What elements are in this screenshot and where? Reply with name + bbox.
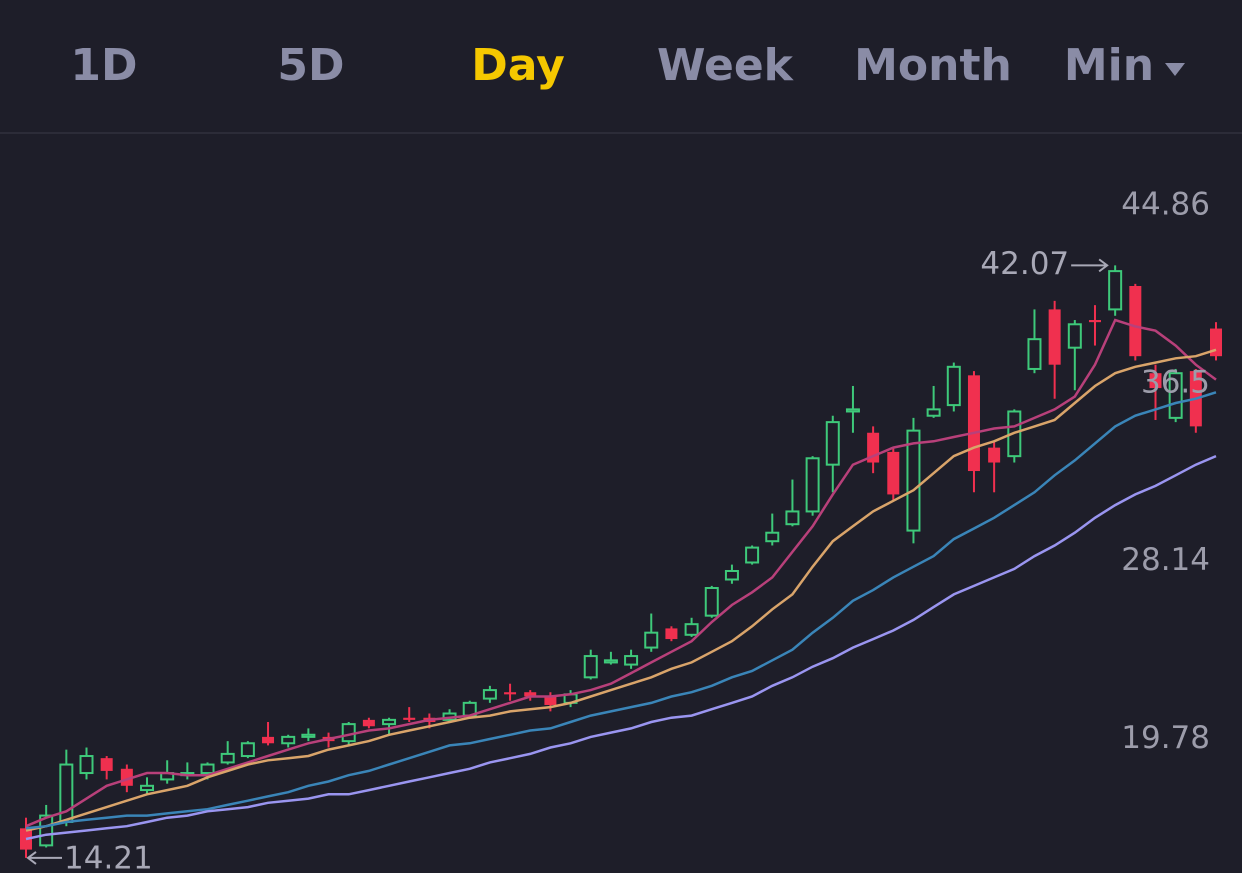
tab[interactable]: Month: [854, 40, 1012, 91]
candle-body: [644, 631, 659, 649]
y-tick-label: 44.86: [1121, 187, 1210, 223]
candle-body: [1149, 373, 1162, 389]
plot-area: 44.86 36.5 28.14 19.78 42.07 14.21: [20, 187, 1222, 873]
candle-body: [140, 784, 155, 792]
ma-line: [25, 454, 1217, 841]
candle-body: [524, 692, 537, 697]
y-tick-label: 28.14: [1121, 542, 1210, 578]
candle-body: [906, 429, 921, 532]
candle-body: [403, 717, 416, 720]
candle-body: [220, 752, 235, 764]
candle-body: [665, 628, 678, 640]
candle-body: [1168, 372, 1183, 419]
candle-body: [724, 569, 739, 581]
candle-body: [745, 546, 760, 564]
candle-body: [845, 408, 860, 413]
low-arrow: [26, 851, 62, 865]
candle-body: [39, 814, 54, 847]
candle-body: [262, 736, 275, 744]
tab[interactable]: 5D: [277, 40, 344, 91]
candle-body: [382, 718, 397, 726]
tab[interactable]: Day: [471, 40, 565, 91]
candle-body: [100, 758, 113, 771]
tab-bar: 1D 5D Day Week Month Min: [70, 40, 1185, 91]
candle-body: [1048, 309, 1061, 365]
candle-body: [603, 659, 618, 664]
tab[interactable]: Min: [1064, 40, 1154, 91]
candle-body: [765, 531, 780, 543]
dropdown-caret: [1165, 63, 1185, 76]
candle-body: [200, 763, 215, 775]
candle-body: [281, 735, 296, 745]
candle-body: [301, 733, 316, 738]
candle-body: [544, 696, 557, 705]
candle-body: [785, 510, 800, 526]
candle-body: [704, 587, 719, 617]
high-label: 42.07: [980, 246, 1069, 282]
tab[interactable]: Week: [657, 40, 795, 91]
candle-body: [946, 365, 961, 407]
candle-body: [482, 689, 497, 700]
candle-body: [1027, 338, 1042, 370]
candle-body: [1007, 410, 1022, 458]
candle-body: [504, 692, 517, 695]
ma-line: [25, 318, 1217, 828]
candle-body: [362, 719, 375, 727]
candle-body: [624, 655, 639, 666]
high-arrow: [1071, 258, 1109, 273]
candle-body: [583, 655, 598, 679]
candle-body: [988, 447, 1001, 463]
ma-line: [25, 348, 1217, 832]
candle-body: [240, 742, 255, 758]
candle-body: [1108, 270, 1123, 311]
candle-body: [805, 457, 820, 513]
candle-body: [1129, 286, 1142, 357]
y-tick-label: 36.5: [1141, 364, 1210, 400]
y-tick-label: 19.78: [1121, 720, 1210, 756]
candle-body: [79, 755, 94, 775]
ma-line: [25, 391, 1217, 830]
low-label: 14.21: [64, 840, 153, 873]
candle-body: [967, 375, 980, 472]
candle-body: [825, 421, 840, 466]
candle-body: [887, 451, 900, 495]
candle-body: [1088, 320, 1101, 323]
candle-body: [1067, 323, 1082, 349]
candle-body: [1210, 328, 1222, 357]
candle-body: [926, 408, 941, 417]
tab[interactable]: 1D: [70, 40, 137, 91]
candle-body: [684, 623, 699, 636]
